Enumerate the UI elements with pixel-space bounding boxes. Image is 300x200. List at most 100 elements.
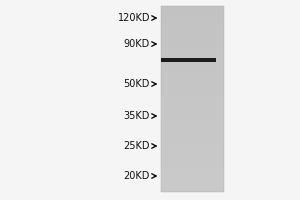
Bar	[160, 165, 224, 166]
Bar	[160, 126, 224, 127]
Bar	[160, 152, 224, 153]
Bar	[160, 149, 224, 150]
Bar	[160, 97, 224, 98]
Bar	[160, 103, 224, 104]
Bar	[160, 188, 224, 189]
Text: 120KD: 120KD	[118, 13, 150, 23]
Bar	[160, 148, 224, 149]
Bar	[160, 129, 224, 130]
Bar	[160, 166, 224, 167]
Bar	[160, 54, 224, 55]
Bar	[160, 95, 224, 96]
Bar	[160, 72, 224, 73]
Bar	[160, 63, 224, 64]
Text: 35KD: 35KD	[124, 111, 150, 121]
Bar	[160, 170, 224, 171]
Bar	[160, 36, 224, 37]
Bar	[160, 44, 224, 45]
Bar	[160, 153, 224, 154]
Bar	[160, 174, 224, 175]
Bar	[160, 68, 224, 69]
Bar	[160, 147, 224, 148]
Bar	[160, 178, 224, 179]
Bar	[160, 123, 224, 124]
Bar	[160, 59, 224, 60]
Bar	[160, 18, 224, 19]
Bar	[160, 76, 224, 77]
Bar	[160, 55, 224, 56]
Text: 20KD: 20KD	[124, 171, 150, 181]
Bar	[160, 73, 224, 74]
Bar	[160, 167, 224, 168]
Bar	[160, 41, 224, 42]
Bar	[160, 84, 224, 85]
Bar	[160, 124, 224, 125]
Bar	[160, 108, 224, 109]
Bar	[160, 24, 224, 25]
Bar	[160, 173, 224, 174]
Bar	[160, 135, 224, 136]
Bar	[160, 33, 224, 34]
Bar	[160, 104, 224, 105]
Bar	[160, 145, 224, 146]
Bar	[160, 85, 224, 86]
Bar	[160, 21, 224, 22]
Bar	[160, 26, 224, 27]
Bar	[160, 37, 224, 38]
Bar	[160, 64, 224, 65]
Bar	[160, 131, 224, 132]
Bar	[160, 119, 224, 120]
Bar	[160, 172, 224, 173]
Bar	[160, 32, 224, 33]
Bar	[160, 66, 224, 67]
Bar	[160, 91, 224, 92]
Bar	[160, 83, 224, 84]
Bar	[160, 113, 224, 114]
Bar	[160, 181, 224, 182]
Bar	[160, 139, 224, 140]
Bar	[160, 17, 224, 18]
Bar	[160, 77, 224, 78]
Bar	[160, 13, 224, 14]
Bar	[160, 23, 224, 24]
Bar	[160, 187, 224, 188]
Bar	[160, 118, 224, 119]
Bar	[160, 189, 224, 190]
Bar	[160, 169, 224, 170]
Bar	[160, 125, 224, 126]
Bar	[160, 182, 224, 183]
Bar	[160, 162, 224, 163]
Bar	[160, 190, 224, 191]
Bar	[160, 43, 224, 44]
Bar	[160, 138, 224, 139]
Bar	[160, 127, 224, 128]
Bar	[160, 14, 224, 15]
Bar	[160, 132, 224, 133]
Bar	[160, 65, 224, 66]
Bar	[160, 101, 224, 102]
Bar	[160, 157, 224, 158]
Bar	[160, 117, 224, 118]
Bar	[160, 46, 224, 47]
Bar	[160, 58, 216, 62]
Bar	[160, 177, 224, 178]
Bar	[160, 7, 224, 8]
Bar	[160, 163, 224, 164]
Bar	[160, 61, 224, 62]
Bar	[160, 150, 224, 151]
Text: 50KD: 50KD	[124, 79, 150, 89]
Bar	[160, 168, 224, 169]
Bar	[160, 42, 224, 43]
Bar	[160, 57, 224, 58]
Bar	[160, 27, 224, 28]
Bar	[160, 53, 224, 54]
Bar	[160, 47, 224, 48]
Bar	[160, 51, 224, 52]
Bar	[160, 164, 224, 165]
Bar	[160, 28, 224, 29]
Bar	[160, 87, 224, 88]
Bar	[160, 19, 224, 20]
Bar	[160, 155, 224, 156]
Bar	[160, 89, 224, 90]
Bar	[160, 130, 224, 131]
